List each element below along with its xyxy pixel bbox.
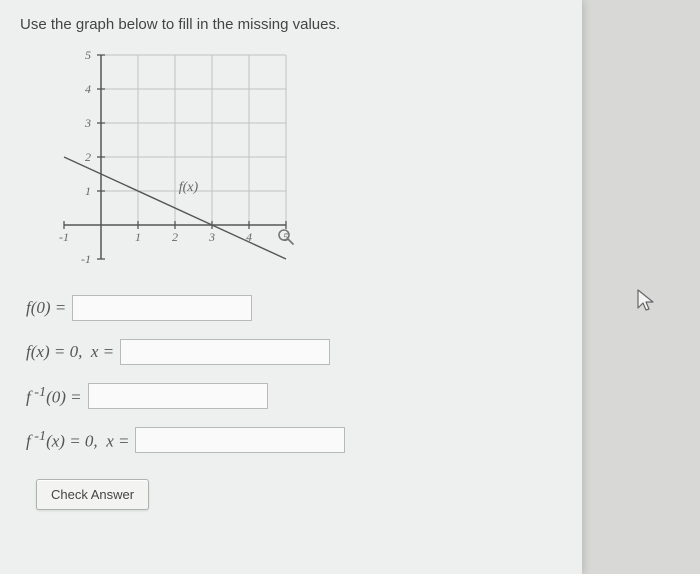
q1-input[interactable]: [72, 295, 252, 321]
svg-text:4: 4: [85, 82, 91, 96]
svg-text:2: 2: [172, 230, 178, 244]
q3-input[interactable]: [88, 383, 268, 409]
q2-label: f(x) = 0, x =: [26, 342, 114, 362]
check-answer-button[interactable]: Check Answer: [36, 479, 149, 510]
svg-text:5: 5: [85, 48, 91, 62]
svg-text:1: 1: [85, 184, 91, 198]
question-2: f(x) = 0, x =: [26, 339, 562, 365]
svg-text:3: 3: [84, 116, 91, 130]
svg-text:1: 1: [135, 230, 141, 244]
q3-label: f -1(0) =: [26, 384, 82, 408]
worksheet-panel: Use the graph below to fill in the missi…: [0, 0, 582, 574]
prompt-text: Use the graph below to fill in the missi…: [20, 16, 562, 33]
svg-text:f(x): f(x): [179, 180, 199, 195]
cursor-icon: [636, 288, 656, 319]
q4-input[interactable]: [135, 427, 345, 453]
zoom-icon[interactable]: [277, 228, 295, 251]
question-3: f -1(0) =: [26, 383, 562, 409]
q1-label: f(0) =: [26, 298, 66, 318]
svg-text:-1: -1: [59, 230, 69, 244]
graph-svg: -112345-112345f(x): [24, 47, 294, 277]
q2-input[interactable]: [120, 339, 330, 365]
question-4: f -1(x) = 0, x =: [26, 427, 562, 453]
q4-label: f -1(x) = 0, x =: [26, 428, 129, 452]
svg-text:2: 2: [85, 150, 91, 164]
graph: -112345-112345f(x): [24, 47, 294, 277]
svg-text:3: 3: [208, 230, 215, 244]
question-1: f(0) =: [26, 295, 562, 321]
svg-text:-1: -1: [81, 252, 91, 266]
